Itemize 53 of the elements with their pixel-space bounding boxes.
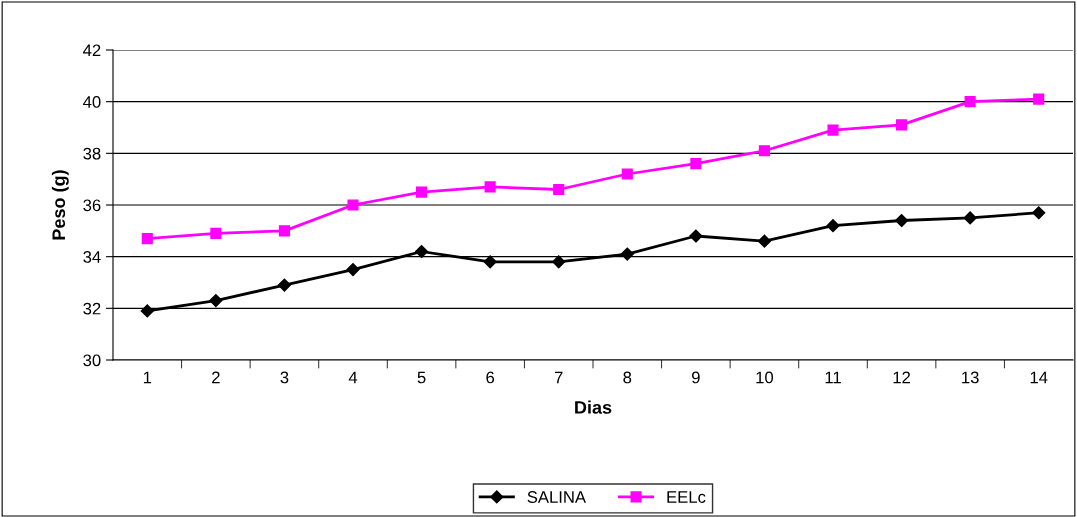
point [758,145,770,157]
x-tick-label: 3 [280,371,289,384]
x-tick-label: 11 [825,371,841,384]
point [689,229,703,243]
point [894,213,909,228]
y-axis-title: Peso (g) [51,170,69,240]
x-tick-label: 1 [143,371,152,384]
x-tick-label: 8 [623,371,632,384]
x-tick-label: 14 [1030,371,1048,384]
x-tick-label: 12 [893,371,910,384]
point [1033,93,1045,105]
legend-label: EELc [667,491,706,503]
x-tick-label: 6 [486,371,495,384]
point [140,304,154,318]
y-tick-label: 42 [83,44,101,57]
x-tick-label: 10 [756,371,774,384]
x-tick-label: 9 [692,371,700,384]
point [484,181,496,193]
y-tick-label: 40 [83,96,101,108]
point [826,219,840,233]
x-tick-label: 13 [962,371,979,384]
point [620,247,634,261]
point [552,255,566,269]
point [209,293,223,308]
point [621,168,633,180]
point [414,244,429,259]
point [210,227,222,239]
point [141,233,153,245]
point [347,199,359,211]
point [483,255,497,269]
x-tick-label: 7 [554,371,563,384]
x-tick-label: 2 [212,371,220,384]
point [963,211,977,225]
point [278,225,290,237]
y-tick-label: 32 [83,302,101,315]
point [896,119,908,131]
point [553,183,565,196]
point [757,234,772,248]
point [1032,206,1046,220]
y-tick-label: 34 [83,251,101,263]
point [277,278,292,292]
legend-label: SALINA [527,491,587,503]
x-tick-label: 5 [417,371,426,384]
point [827,124,839,136]
x-axis-title: Dias [575,400,612,414]
point [964,96,976,108]
y-tick-label: 38 [83,147,101,160]
y-tick-label: 30 [83,354,101,367]
point [346,262,360,277]
y-tick-label: 36 [83,199,101,212]
point [416,186,428,198]
point [690,158,702,170]
x-tick-label: 4 [348,371,358,384]
